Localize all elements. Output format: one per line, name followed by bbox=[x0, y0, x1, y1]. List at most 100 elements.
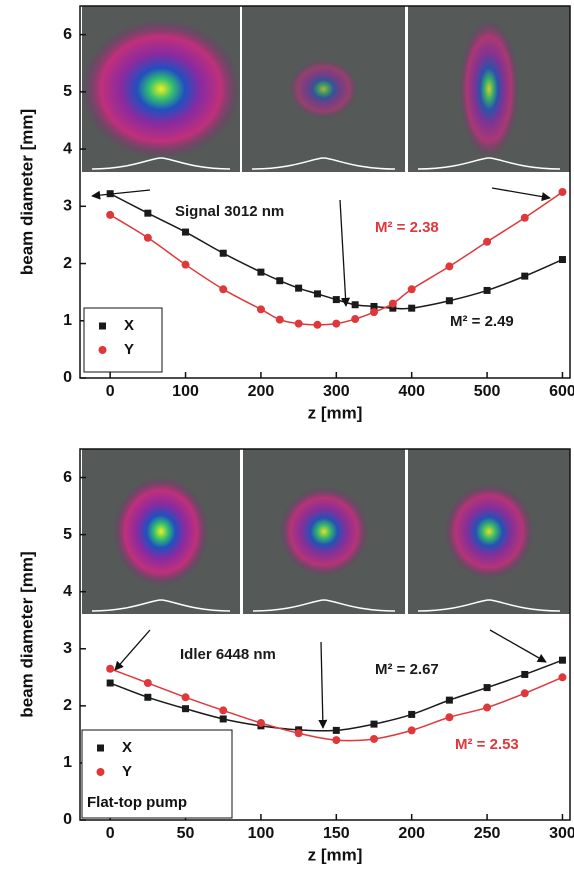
beam-spot bbox=[81, 19, 241, 159]
y-tick-label: 6 bbox=[63, 26, 72, 43]
x-tick-label: 150 bbox=[323, 825, 350, 842]
point bbox=[144, 694, 151, 701]
annotation: Signal 3012 nm bbox=[175, 203, 284, 220]
point bbox=[445, 713, 453, 721]
point bbox=[276, 277, 283, 284]
point bbox=[257, 305, 265, 313]
point bbox=[295, 729, 303, 737]
legend-marker bbox=[99, 323, 106, 330]
point bbox=[276, 316, 284, 324]
legend-marker bbox=[99, 346, 107, 354]
fit-line bbox=[110, 660, 562, 731]
point bbox=[144, 679, 152, 687]
point bbox=[220, 715, 227, 722]
point bbox=[446, 697, 453, 704]
point bbox=[483, 704, 491, 712]
point bbox=[484, 287, 491, 294]
arrow bbox=[492, 188, 550, 198]
y-tick-label: 5 bbox=[63, 83, 72, 100]
x-tick-label: 0 bbox=[106, 383, 115, 400]
y-tick-label: 6 bbox=[63, 469, 72, 486]
x-tick-label: 100 bbox=[248, 825, 275, 842]
y-tick-label: 4 bbox=[63, 140, 72, 157]
point bbox=[521, 689, 529, 697]
point bbox=[446, 297, 453, 304]
y-tick-label: 3 bbox=[63, 640, 72, 657]
point bbox=[389, 300, 397, 308]
point bbox=[521, 671, 528, 678]
point bbox=[332, 320, 340, 328]
point bbox=[558, 188, 566, 196]
point bbox=[408, 726, 416, 734]
y-tick-label: 5 bbox=[63, 526, 72, 543]
point bbox=[370, 735, 378, 743]
y-tick-label: 0 bbox=[63, 369, 72, 386]
x-axis-title: z [mm] bbox=[308, 403, 363, 422]
point bbox=[521, 273, 528, 280]
legend-marker bbox=[97, 768, 105, 776]
point bbox=[333, 296, 340, 303]
point bbox=[351, 315, 359, 323]
point bbox=[558, 673, 566, 681]
y-axis-title: beam diameter [mm] bbox=[17, 109, 36, 275]
y-tick-label: 4 bbox=[63, 583, 72, 600]
point bbox=[106, 665, 114, 673]
annotation: M² = 2.38 bbox=[375, 219, 439, 236]
point bbox=[295, 285, 302, 292]
point bbox=[371, 721, 378, 728]
x-tick-label: 400 bbox=[398, 383, 425, 400]
point bbox=[484, 684, 491, 691]
point bbox=[332, 736, 340, 744]
point bbox=[445, 262, 453, 270]
point bbox=[370, 308, 378, 316]
arrow bbox=[340, 200, 346, 306]
figure: 0 1 2 3 4 5 6 0 100 200 300 400 500 6 0 0 z [mm] beam dia… bbox=[0, 0, 574, 883]
point bbox=[219, 706, 227, 714]
point bbox=[182, 693, 190, 701]
beam-spot bbox=[279, 487, 369, 577]
legend-note: Flat-top pump bbox=[87, 794, 187, 811]
beam-spot bbox=[459, 19, 519, 159]
y-tick-label: 2 bbox=[63, 255, 72, 272]
x-tick-label: 250 bbox=[474, 825, 501, 842]
point bbox=[314, 290, 321, 297]
x-tick-label: 500 bbox=[474, 383, 501, 400]
point bbox=[220, 250, 227, 257]
point bbox=[408, 305, 415, 312]
y-axis-title: beam diameter [mm] bbox=[17, 551, 36, 717]
point bbox=[257, 719, 265, 727]
legend-box bbox=[84, 308, 162, 372]
point bbox=[559, 657, 566, 664]
point bbox=[559, 256, 566, 263]
y-tick-label: 0 bbox=[63, 811, 72, 828]
x-tick-label: 50 bbox=[177, 825, 195, 842]
beam-spot bbox=[289, 59, 359, 119]
legend-label: X bbox=[122, 739, 132, 756]
x-tick-label: 300 bbox=[549, 825, 574, 842]
point bbox=[295, 320, 303, 328]
legend-marker bbox=[97, 745, 104, 752]
point bbox=[483, 238, 491, 246]
annotation: M² = 2.49 bbox=[450, 313, 514, 330]
beam-spot bbox=[113, 477, 209, 587]
arrow bbox=[490, 630, 546, 662]
x-tick-label: 300 bbox=[323, 383, 350, 400]
legend-label: Y bbox=[124, 341, 134, 358]
annotation: M² = 2.53 bbox=[455, 736, 519, 753]
point bbox=[182, 705, 189, 712]
point bbox=[408, 711, 415, 718]
x-tick-label: 100 bbox=[172, 383, 199, 400]
arrow bbox=[92, 190, 150, 196]
point bbox=[408, 285, 416, 293]
x-tick-label: 0 bbox=[106, 825, 115, 842]
y-tick-label: 2 bbox=[63, 697, 72, 714]
x-tick-label: 200 bbox=[248, 383, 275, 400]
y-tick-label: 1 bbox=[63, 754, 72, 771]
arrow bbox=[321, 642, 323, 728]
point bbox=[521, 214, 529, 222]
point bbox=[352, 301, 359, 308]
legend-label: X bbox=[124, 317, 134, 334]
annotation: Idler 6448 nm bbox=[180, 646, 276, 663]
y-tick-label: 3 bbox=[63, 198, 72, 215]
annotation: M² = 2.67 bbox=[375, 661, 439, 678]
